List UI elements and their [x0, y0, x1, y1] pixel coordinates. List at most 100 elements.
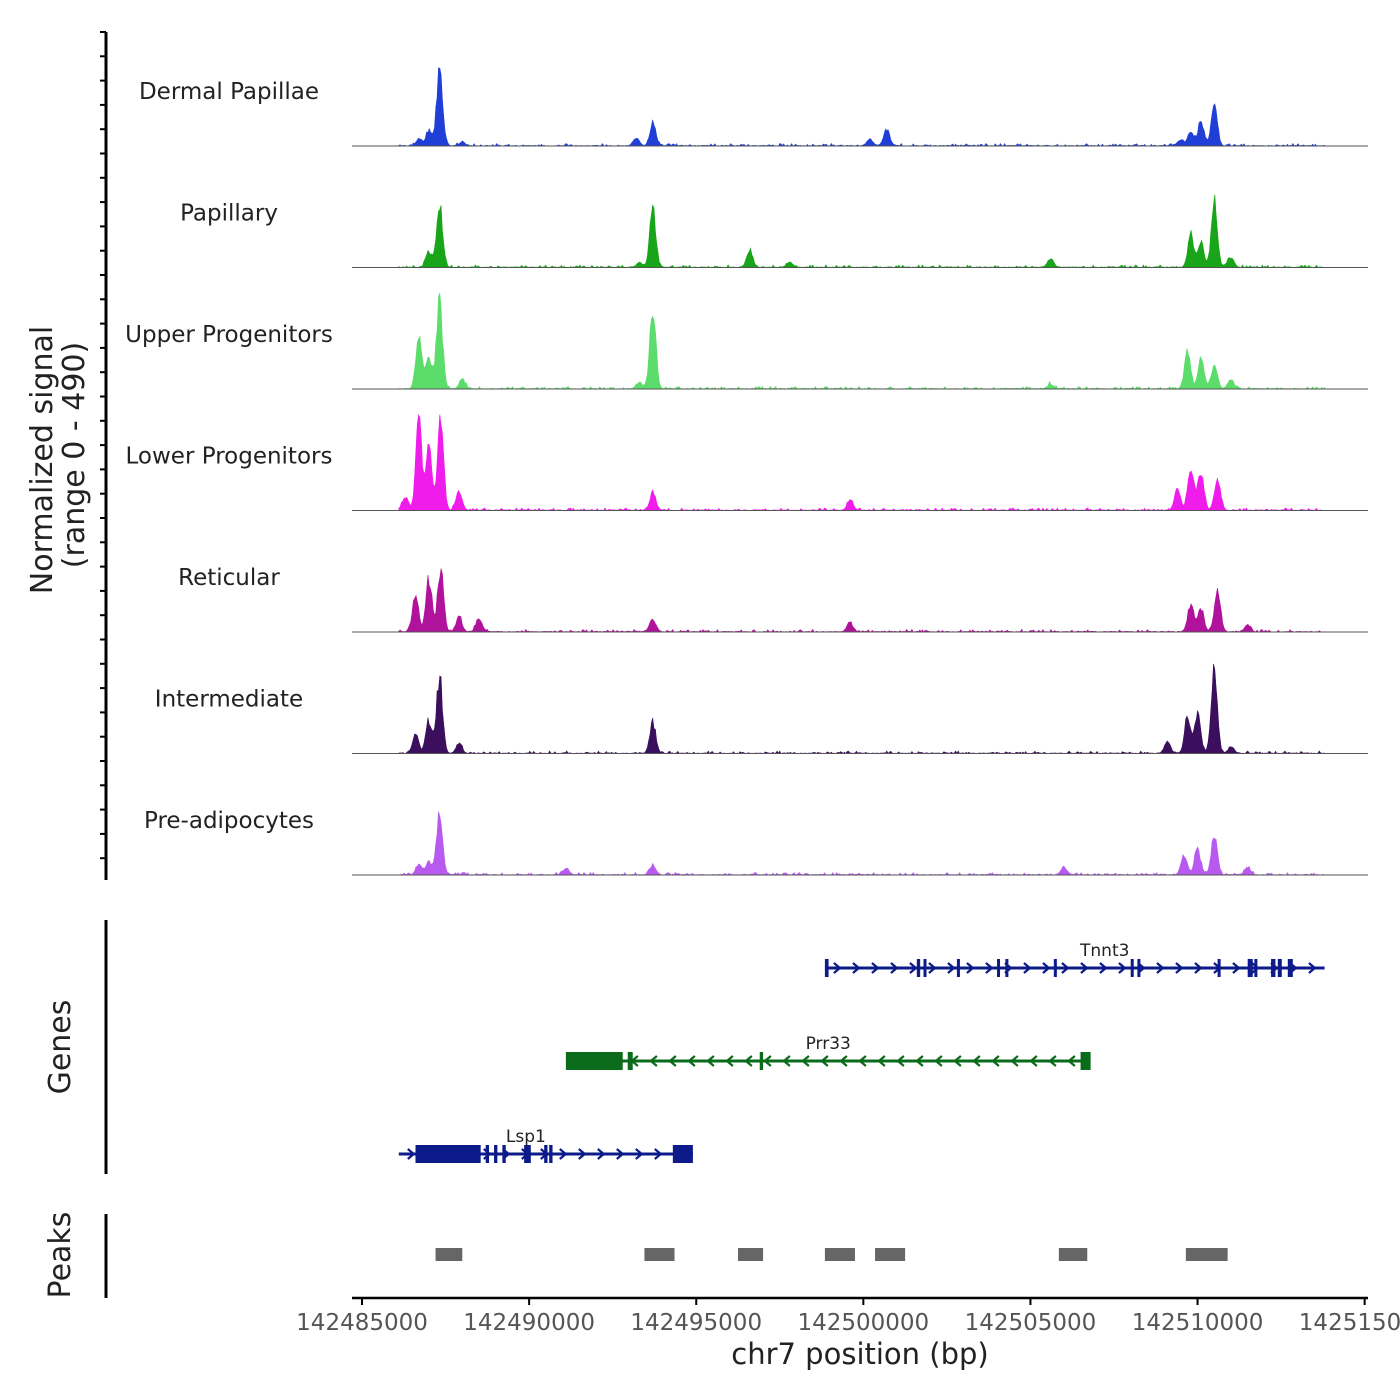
gene-exon [1137, 959, 1141, 977]
gene-exon [916, 959, 921, 977]
track-reticular: Reticular [178, 565, 1368, 633]
strand-arrow [782, 1055, 791, 1067]
gene-label: Prr33 [806, 1034, 851, 1054]
strand-arrow [706, 1055, 715, 1067]
strand-arrow [1232, 962, 1241, 974]
gene-exon [524, 1145, 531, 1163]
gene-exon [1277, 959, 1282, 977]
strand-arrow [578, 1148, 587, 1160]
strand-arrow [649, 1055, 658, 1067]
track-papillary: Papillary [180, 194, 1368, 269]
x-tick-label: 142495000 [630, 1310, 762, 1336]
strand-arrow [915, 1055, 924, 1067]
strand-arrow [801, 1055, 810, 1067]
gene-exon [494, 1145, 498, 1163]
gene-lsp1: Lsp1 [398, 1127, 693, 1163]
gene-exon [997, 959, 1001, 977]
strand-arrow [1042, 962, 1051, 974]
strand-arrow [1118, 962, 1127, 974]
strand-arrow [871, 962, 880, 974]
peak-region [738, 1248, 764, 1261]
strand-arrow [668, 1055, 677, 1067]
track-intermediate: Intermediate [155, 663, 1368, 754]
gene-exon [1217, 959, 1221, 977]
track-pre-adipocytes: Pre-adipocytes [144, 808, 1368, 876]
peak-region [435, 1248, 463, 1261]
gene-exon [1254, 959, 1258, 977]
x-tick-label: 142500000 [797, 1310, 929, 1336]
track-label: Pre-adipocytes [144, 808, 314, 834]
track-label: Papillary [180, 201, 278, 227]
gene-exon [1287, 959, 1293, 977]
gene-exon [1130, 959, 1134, 977]
strand-arrow [597, 1148, 606, 1160]
gene-exon [1271, 959, 1276, 977]
peak-region [1058, 1248, 1088, 1261]
signal-y-axis [100, 31, 108, 880]
gene-exon [1080, 1052, 1091, 1070]
gene-label: Tnnt3 [1079, 941, 1129, 961]
signal-y-axis-label-line2: (range 0 - 490) [57, 342, 92, 568]
strand-arrow [985, 962, 994, 974]
signal-area [398, 194, 1325, 269]
x-tick-label: 142505000 [965, 1310, 1097, 1336]
x-tick-label: 142510000 [1132, 1310, 1264, 1336]
peak-track [435, 1248, 1228, 1261]
gene-exon [544, 1145, 548, 1163]
signal-area [398, 67, 1325, 147]
strand-arrow [833, 962, 842, 974]
strand-arrow [947, 962, 956, 974]
strand-arrow [934, 1055, 943, 1067]
strand-arrow [1156, 962, 1165, 974]
strand-arrow [559, 1148, 568, 1160]
genes-axis-label: Genes [43, 1000, 78, 1095]
strand-arrow [1080, 962, 1089, 974]
x-axis-label: chr7 position (bp) [731, 1337, 988, 1371]
gene-label: Lsp1 [506, 1127, 546, 1147]
signal-area [398, 568, 1325, 633]
strand-arrow [1061, 962, 1070, 974]
gene-exon [956, 959, 960, 977]
gene-exon [824, 959, 829, 977]
strand-arrow [953, 1055, 962, 1067]
signal-area [398, 811, 1325, 876]
strand-arrow [1029, 1055, 1038, 1067]
strand-arrow [890, 962, 899, 974]
strand-arrow [654, 1148, 663, 1160]
gene-tnnt3: Tnnt3 [824, 941, 1325, 977]
strand-arrow [1010, 1055, 1019, 1067]
strand-arrow [858, 1055, 867, 1067]
strand-arrow [1023, 962, 1032, 974]
x-tick-label: 142515000 [1299, 1310, 1400, 1336]
gene-exon [1005, 959, 1009, 977]
gene-exon [415, 1145, 481, 1163]
gene-prr33: Prr33 [565, 1034, 1091, 1070]
strand-arrow [896, 1055, 905, 1067]
gene-exon [549, 1145, 553, 1163]
strand-arrow [1308, 962, 1317, 974]
strand-arrow [763, 1055, 772, 1067]
gene-exon [485, 1145, 490, 1163]
gene-exon [1247, 959, 1253, 977]
x-axis: 142485000 142490000 142495000 142500000 1425… [296, 1296, 1400, 1336]
track-label: Reticular [178, 565, 280, 591]
gene-exon [672, 1145, 693, 1163]
signal-tracks: Dermal Papillae Papillary Upper Progenitor… [125, 67, 1368, 876]
track-label: Upper Progenitors [125, 322, 333, 348]
peak-region [644, 1248, 675, 1261]
strand-arrow [1251, 962, 1260, 974]
strand-arrow [616, 1148, 625, 1160]
x-tick-label: 142485000 [296, 1310, 428, 1336]
signal-area [398, 663, 1325, 754]
gene-exon [923, 959, 927, 977]
strand-arrow [991, 1055, 1000, 1067]
signal-area [398, 292, 1325, 390]
strand-arrow [972, 1055, 981, 1067]
signal-y-axis-label-line1: Normalized signal [25, 326, 60, 594]
track-dermal-papillae: Dermal Papillae [139, 67, 1368, 147]
strand-arrow [820, 1055, 829, 1067]
track-label: Dermal Papillae [139, 79, 319, 105]
strand-arrow [928, 962, 937, 974]
track-lower-progenitors: Lower Progenitors [126, 414, 1368, 511]
gene-exon [502, 1145, 506, 1163]
